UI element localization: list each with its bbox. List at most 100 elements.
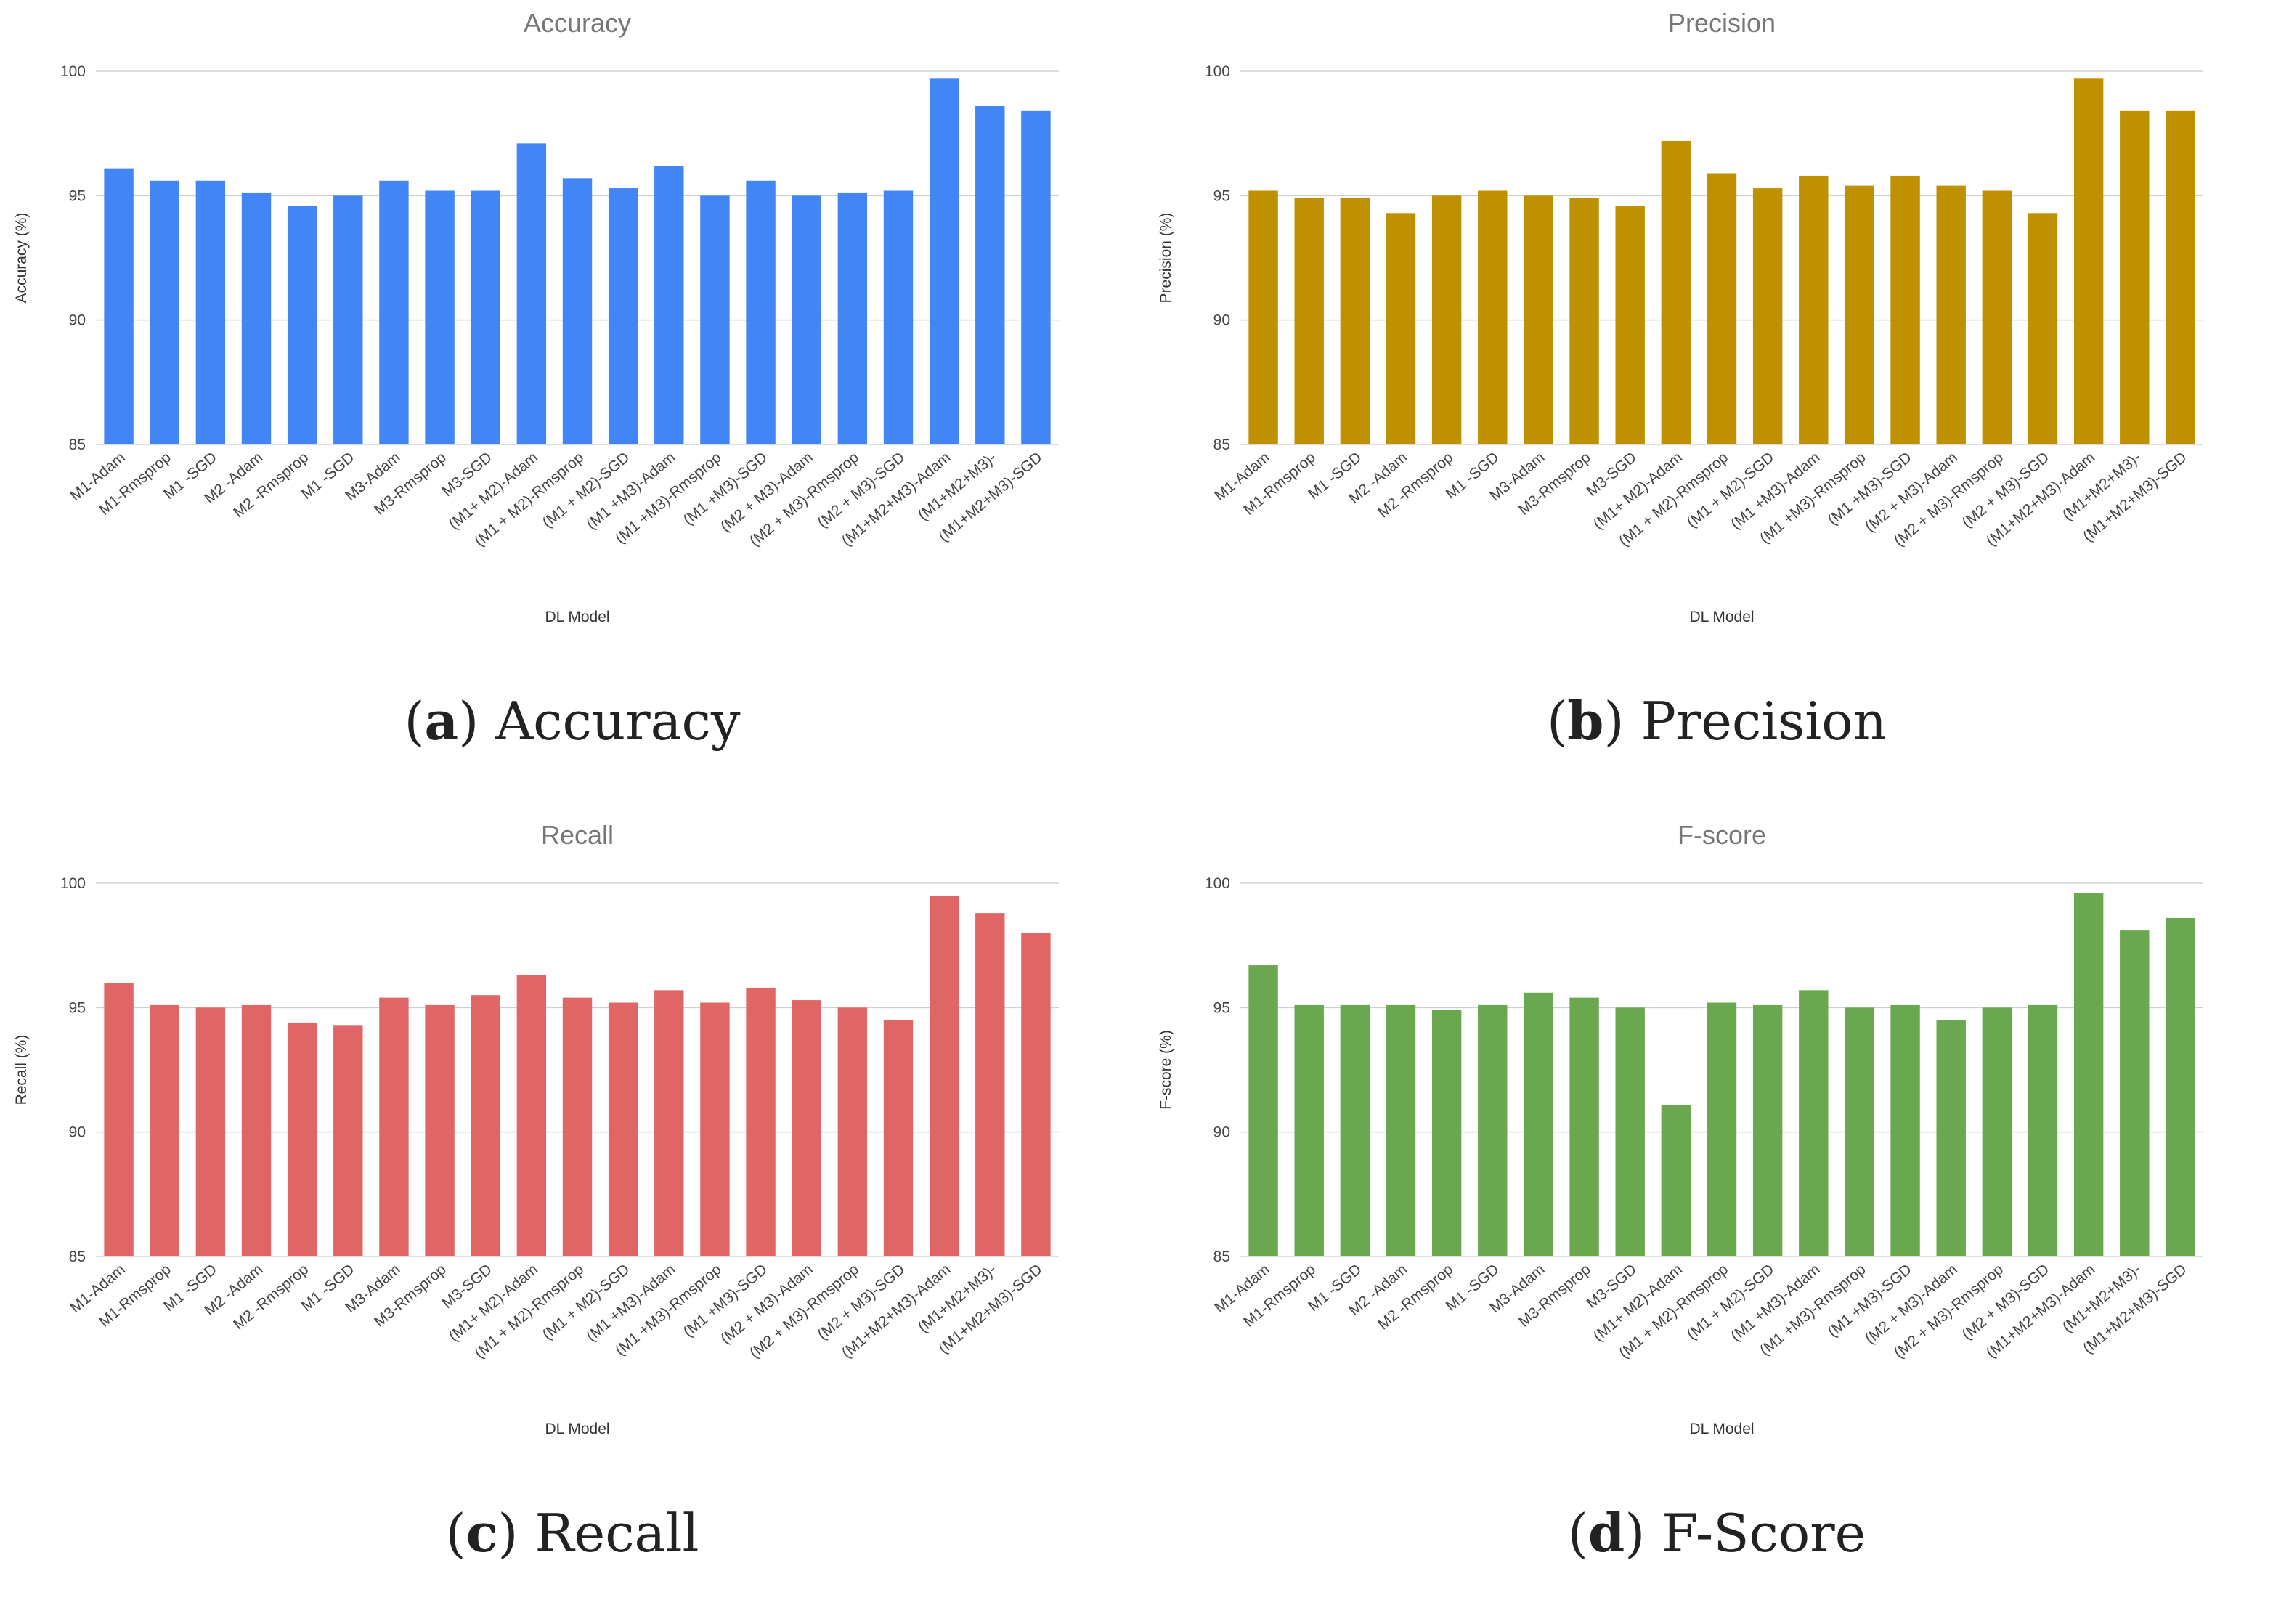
bar [2073,893,2104,1256]
bar [1845,185,1874,445]
bar [516,975,547,1256]
x-tick-label: (M1+M2+M3)- [915,449,1000,524]
bar [1890,1004,1920,1256]
y-tick-label: 95 [69,187,86,204]
chart-panel-accuracy: Accuracy 85 90 95 100 Accuracy (%) M1-Adam M1-R… [0,0,1144,812]
caption-a: (a) Accuracy [404,690,741,752]
bar [379,997,409,1256]
chart-panel-fscore: F-score 85 90 95 100 F-score (%) M1-Adam M1-Rms… [1144,812,2289,1624]
bar [104,168,134,444]
x-tick-label: (M1+M2+M3)- [2060,449,2144,524]
y-tick-label: 100 [1205,875,1230,892]
bar [1707,173,1737,444]
bar [2166,110,2195,444]
bar [929,78,959,444]
bar [1478,1004,1508,1256]
y-tick-label: 85 [1213,437,1230,453]
bar [2120,110,2150,444]
bar [425,190,455,444]
bar [195,180,226,445]
bar [1340,1004,1370,1256]
y-tick-label: 90 [69,312,86,329]
y-tick-label: 100 [60,63,86,80]
bar [700,1002,730,1256]
bar [1569,198,1599,444]
y-axis-label: Precision (%) [1158,213,1174,304]
caption-b: (b) Precision [1547,690,1887,752]
bar [333,1025,363,1256]
y-tick-label: 100 [1205,63,1230,80]
bar [425,1004,455,1256]
bar [1431,195,1462,444]
y-tick-label: 95 [1213,999,1230,1016]
y-tick-label: 85 [69,437,86,453]
bar [837,1007,868,1256]
bar [1248,965,1278,1256]
caption-letter: d [1587,1502,1625,1564]
bar [792,195,821,444]
bar [975,105,1005,444]
bar [1248,190,1278,444]
bar [1661,140,1691,445]
bar [1982,1007,2012,1256]
bar [1386,1004,1416,1256]
bar [1661,1104,1691,1256]
chart-title: Accuracy [524,8,631,38]
y-tick-label: 85 [1213,1249,1230,1265]
bar [104,983,134,1256]
bar [883,1020,914,1256]
bar [1936,1020,1966,1256]
caption-text: F-Score [1662,1503,1866,1564]
bar [1707,1002,1737,1256]
bar [2120,930,2150,1256]
caption-text: Precision [1640,691,1887,752]
bar [1799,990,1829,1256]
bar [1021,933,1051,1256]
bar [471,190,500,444]
y-tick-label: 95 [69,999,86,1016]
bar [1936,185,1966,445]
bar [562,997,593,1256]
bar [195,1007,226,1256]
bar [1524,195,1553,444]
bar [2166,917,2195,1256]
bar [1845,1007,1874,1256]
caption-c: (c) Recall [445,1502,699,1564]
bar [516,143,547,444]
y-tick-label: 90 [1213,1124,1230,1141]
bar [746,180,776,445]
bar [929,896,959,1256]
y-tick-label: 90 [1213,312,1230,329]
bar [746,987,776,1256]
caption-text: Recall [534,1503,699,1564]
bar [1340,198,1370,444]
caption-letter: a [424,690,459,752]
chart-title: Recall [541,820,614,850]
bar [1294,1004,1324,1256]
chart-title: F-score [1678,820,1766,850]
caption-d: (d) F-Score [1567,1502,1866,1564]
bar [241,1004,272,1256]
bar [1431,1010,1462,1256]
bar [2073,78,2104,444]
y-axis-label: Accuracy (%) [13,213,30,304]
caption-letter: b [1567,690,1604,752]
y-axis-label: F-score (%) [1158,1030,1174,1110]
bar [654,990,684,1256]
y-tick-label: 95 [1213,187,1230,204]
bar [2028,213,2058,444]
bar [654,166,684,445]
caption-text: Accuracy [495,691,741,752]
bar [241,192,272,444]
bar [150,180,179,445]
bar [1752,188,1783,444]
bar [700,195,730,444]
bar [883,190,914,444]
bar [1478,190,1508,444]
y-tick-label: 90 [69,1124,86,1141]
chart-panel-precision: Precision 85 90 95 100 Precision (%) M1-Adam M1… [1144,0,2289,812]
bar [562,178,593,444]
